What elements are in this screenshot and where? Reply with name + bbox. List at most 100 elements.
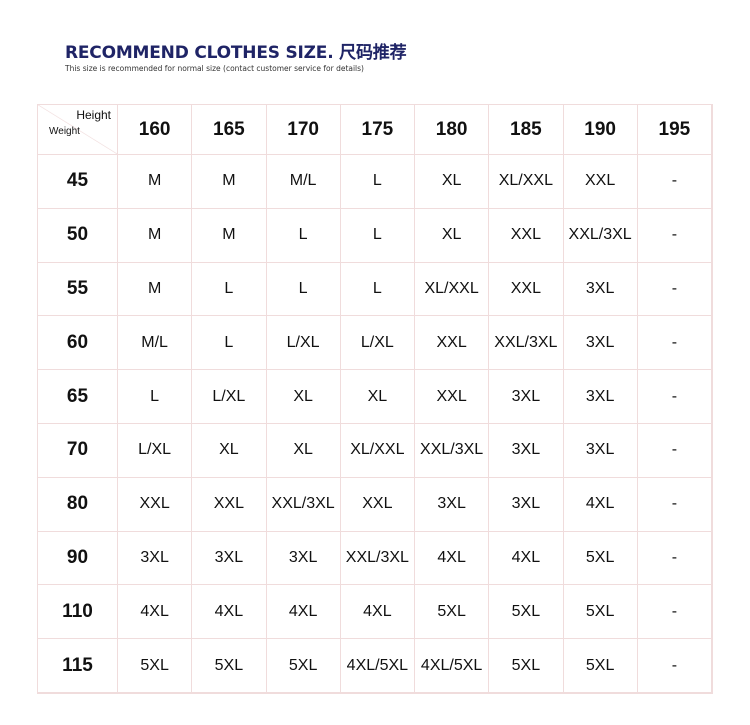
height-header: 170 bbox=[266, 105, 341, 155]
size-cell: 5XL bbox=[563, 585, 638, 640]
size-cell: L bbox=[340, 155, 415, 209]
size-cell: XXL/3XL bbox=[340, 531, 415, 586]
height-header: 190 bbox=[563, 105, 638, 155]
size-cell: XXL bbox=[415, 370, 490, 424]
corner-cell: Height Weight bbox=[38, 105, 118, 155]
size-cell: L bbox=[192, 262, 267, 317]
size-cell: 5XL bbox=[489, 585, 564, 640]
size-cell: XL bbox=[415, 208, 490, 263]
size-cell: M bbox=[118, 262, 193, 317]
size-cell: M bbox=[192, 155, 267, 209]
size-cell: 4XL bbox=[192, 585, 267, 640]
size-cell: 4XL bbox=[563, 477, 638, 532]
size-cell: 3XL bbox=[489, 423, 564, 478]
size-cell: 3XL bbox=[563, 423, 638, 478]
size-cell: - bbox=[637, 155, 712, 209]
weight-label: Weight bbox=[49, 126, 80, 137]
size-cell: - bbox=[637, 370, 712, 424]
size-cell: L bbox=[118, 370, 193, 424]
size-cell: 5XL bbox=[266, 639, 341, 693]
size-cell: L/XL bbox=[340, 316, 415, 371]
size-cell: L/XL bbox=[192, 370, 267, 424]
size-cell: 3XL bbox=[118, 531, 193, 586]
size-cell: - bbox=[637, 262, 712, 317]
size-cell: 5XL bbox=[563, 639, 638, 693]
size-cell: M/L bbox=[266, 155, 341, 209]
height-header: 160 bbox=[118, 105, 193, 155]
size-cell: L bbox=[340, 262, 415, 317]
size-cell: 4XL bbox=[118, 585, 193, 640]
size-cell: XXL/3XL bbox=[415, 423, 490, 478]
size-cell: L bbox=[192, 316, 267, 371]
page-subtitle: This size is recommended for normal size… bbox=[65, 64, 364, 73]
size-cell: XL bbox=[340, 370, 415, 424]
weight-header: 70 bbox=[38, 423, 118, 478]
size-cell: 5XL bbox=[489, 639, 564, 693]
size-cell: - bbox=[637, 423, 712, 478]
size-cell: XXL bbox=[192, 477, 267, 532]
size-cell: M bbox=[118, 208, 193, 263]
size-cell: 3XL bbox=[266, 531, 341, 586]
size-cell: XL bbox=[266, 423, 341, 478]
size-cell: 3XL bbox=[489, 370, 564, 424]
size-cell: 5XL bbox=[415, 585, 490, 640]
size-cell: 4XL/5XL bbox=[415, 639, 490, 693]
height-header: 185 bbox=[489, 105, 564, 155]
size-cell: 3XL bbox=[415, 477, 490, 532]
size-cell: XXL bbox=[489, 208, 564, 263]
size-cell: - bbox=[637, 316, 712, 371]
size-cell: 4XL bbox=[489, 531, 564, 586]
size-cell: L/XL bbox=[118, 423, 193, 478]
height-header: 165 bbox=[192, 105, 267, 155]
size-cell: M/L bbox=[118, 316, 193, 371]
size-cell: XXL/3XL bbox=[563, 208, 638, 263]
size-cell: 4XL bbox=[266, 585, 341, 640]
size-cell: L bbox=[266, 262, 341, 317]
weight-header: 115 bbox=[38, 639, 118, 693]
weight-header: 60 bbox=[38, 316, 118, 371]
size-cell: XXL/3XL bbox=[266, 477, 341, 532]
weight-header: 65 bbox=[38, 370, 118, 424]
size-cell: XXL bbox=[563, 155, 638, 209]
size-cell: XXL/3XL bbox=[489, 316, 564, 371]
weight-header: 45 bbox=[38, 155, 118, 209]
size-cell: - bbox=[637, 585, 712, 640]
height-header: 195 bbox=[637, 105, 712, 155]
size-cell: - bbox=[637, 639, 712, 693]
size-cell: XL bbox=[415, 155, 490, 209]
size-cell: - bbox=[637, 477, 712, 532]
size-cell: 4XL/5XL bbox=[340, 639, 415, 693]
size-cell: 4XL bbox=[415, 531, 490, 586]
height-header: 175 bbox=[340, 105, 415, 155]
size-cell: M bbox=[118, 155, 193, 209]
height-label: Height bbox=[76, 108, 111, 122]
size-cell: 5XL bbox=[118, 639, 193, 693]
size-cell: 3XL bbox=[563, 370, 638, 424]
size-cell: 3XL bbox=[563, 316, 638, 371]
weight-header: 50 bbox=[38, 208, 118, 263]
size-cell: XXL bbox=[118, 477, 193, 532]
page-title: RECOMMEND CLOTHES SIZE. 尺码推荐 bbox=[65, 43, 407, 63]
size-cell: XL/XXL bbox=[489, 155, 564, 209]
size-cell: 3XL bbox=[563, 262, 638, 317]
size-cell: 3XL bbox=[192, 531, 267, 586]
weight-header: 110 bbox=[38, 585, 118, 640]
size-cell: - bbox=[637, 208, 712, 263]
size-cell: L/XL bbox=[266, 316, 341, 371]
size-cell: - bbox=[637, 531, 712, 586]
size-cell: XXL bbox=[489, 262, 564, 317]
height-header: 180 bbox=[415, 105, 490, 155]
size-cell: 5XL bbox=[563, 531, 638, 586]
size-cell: XXL bbox=[340, 477, 415, 532]
weight-header: 90 bbox=[38, 531, 118, 586]
size-cell: 5XL bbox=[192, 639, 267, 693]
weight-header: 80 bbox=[38, 477, 118, 532]
size-cell: 3XL bbox=[489, 477, 564, 532]
size-cell: XL bbox=[192, 423, 267, 478]
size-cell: XL/XXL bbox=[415, 262, 490, 317]
size-cell: L bbox=[340, 208, 415, 263]
size-table: Height Weight 160 165 170 175 180 185 190 195 45… bbox=[37, 104, 713, 694]
size-cell: XXL bbox=[415, 316, 490, 371]
size-cell: L bbox=[266, 208, 341, 263]
size-cell: XL bbox=[266, 370, 341, 424]
